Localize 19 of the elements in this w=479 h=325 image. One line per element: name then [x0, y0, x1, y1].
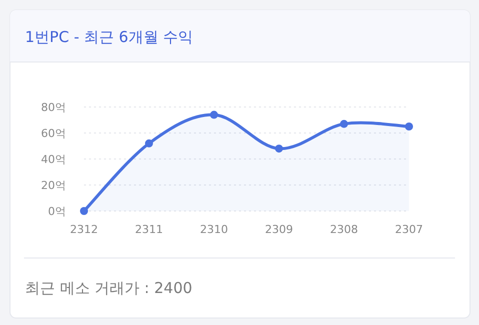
y-tick-label: 80억 [41, 101, 66, 114]
chart-title: 1번PC - 최근 6개월 수익 [25, 28, 194, 46]
text: 최근 메소 거래가 : 2400 [25, 279, 192, 297]
point [145, 139, 153, 148]
y-tick-label: 0억 [48, 205, 66, 218]
y-tick-label: 40억 [41, 153, 66, 166]
point [80, 207, 88, 215]
y-tick-label: 60억 [41, 127, 66, 140]
x-tick-label: 2308 [330, 223, 358, 236]
x-tick-label: 2312 [70, 223, 98, 236]
x-tick-label: 2307 [395, 223, 423, 236]
point [210, 110, 218, 119]
x-tick-label: 2309 [265, 223, 293, 236]
y-tick-label: 20억 [41, 179, 66, 192]
point [405, 122, 413, 130]
x-tick-label: 2310 [200, 223, 228, 236]
x-tick-label: 2311 [135, 223, 163, 236]
point [275, 144, 283, 153]
point [340, 120, 348, 128]
